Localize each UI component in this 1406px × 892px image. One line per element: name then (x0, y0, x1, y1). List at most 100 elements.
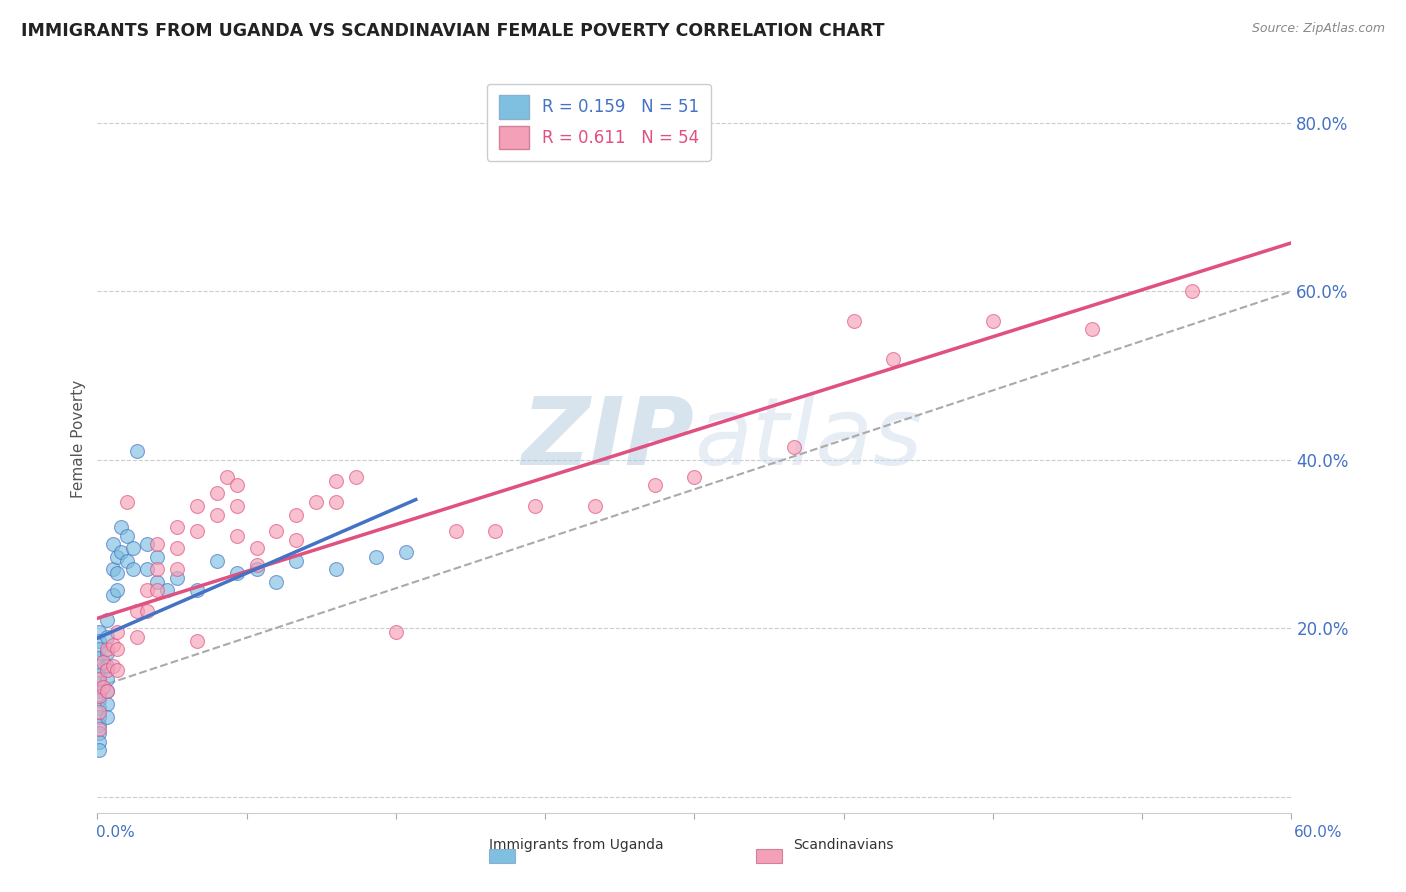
Point (146, 562, 169, 576)
Point (110, 520, 132, 534)
Point (89, 667, 111, 681)
Point (245, 541, 267, 556)
Point (89, 693, 111, 707)
Point (89, 735, 111, 749)
Point (122, 562, 145, 576)
Point (91, 680, 114, 694)
Point (105, 549, 128, 564)
Point (103, 588, 125, 602)
Point (96, 647, 118, 661)
Point (364, 549, 387, 564)
Point (105, 663, 128, 677)
Point (186, 524, 208, 539)
Text: 60.0%: 60.0% (1295, 825, 1343, 840)
Point (186, 583, 208, 598)
Point (96, 684, 118, 698)
Point (444, 524, 467, 539)
Text: 0.0%: 0.0% (96, 825, 135, 840)
Point (127, 604, 149, 618)
Point (96, 613, 118, 627)
Point (205, 508, 228, 522)
Point (110, 545, 132, 559)
Point (127, 630, 149, 644)
Point (325, 562, 347, 576)
Point (115, 528, 138, 542)
Point (89, 650, 111, 665)
Point (245, 562, 267, 576)
Point (89, 633, 111, 648)
Point (266, 574, 288, 589)
Point (115, 495, 138, 509)
Point (89, 743, 111, 757)
Point (136, 604, 159, 618)
Point (122, 541, 145, 556)
Point (205, 486, 228, 500)
Point (166, 541, 188, 556)
Point (136, 583, 159, 598)
Point (127, 444, 149, 458)
Point (105, 625, 128, 640)
Y-axis label: Female Poverty: Female Poverty (72, 380, 86, 498)
Point (385, 625, 408, 640)
Point (842, 314, 865, 328)
Point (245, 558, 267, 572)
Point (105, 583, 128, 598)
Point (103, 562, 125, 576)
Point (484, 524, 506, 539)
Point (882, 351, 904, 366)
Point (305, 495, 328, 509)
Point (136, 537, 159, 551)
Point (344, 469, 367, 483)
Text: atlas: atlas (695, 393, 922, 484)
Point (524, 499, 547, 513)
Point (89, 676, 111, 690)
Point (89, 726, 111, 740)
Point (89, 684, 111, 698)
Text: Scandinavians: Scandinavians (793, 838, 894, 852)
Point (91, 655, 114, 669)
Point (325, 495, 347, 509)
Point (683, 469, 706, 483)
Point (89, 718, 111, 732)
Point (89, 701, 111, 715)
Point (225, 528, 247, 542)
Point (285, 554, 308, 568)
Point (981, 314, 1004, 328)
Point (136, 562, 159, 576)
Point (89, 723, 111, 737)
Point (103, 659, 125, 673)
Point (583, 499, 606, 513)
Point (285, 533, 308, 547)
Point (89, 709, 111, 723)
Point (115, 554, 138, 568)
Point (146, 574, 169, 589)
Point (186, 499, 208, 513)
Point (225, 566, 247, 581)
Point (266, 524, 288, 539)
Point (225, 499, 247, 513)
Point (96, 672, 118, 686)
Point (225, 478, 247, 492)
Point (96, 663, 118, 677)
Point (285, 508, 308, 522)
Point (783, 440, 806, 454)
Point (215, 469, 238, 483)
Point (89, 706, 111, 720)
Point (89, 672, 111, 686)
Text: Source: ZipAtlas.com: Source: ZipAtlas.com (1251, 22, 1385, 36)
Text: ZIP: ZIP (522, 392, 695, 484)
Point (103, 638, 125, 652)
Point (146, 549, 169, 564)
Point (166, 520, 188, 534)
Point (96, 630, 118, 644)
Point (186, 633, 208, 648)
Point (89, 659, 111, 673)
Point (89, 689, 111, 703)
Point (105, 566, 128, 581)
Point (395, 545, 418, 559)
Point (146, 583, 169, 598)
Point (96, 697, 118, 711)
Point (89, 625, 111, 640)
Point (156, 583, 179, 598)
Point (105, 642, 128, 657)
